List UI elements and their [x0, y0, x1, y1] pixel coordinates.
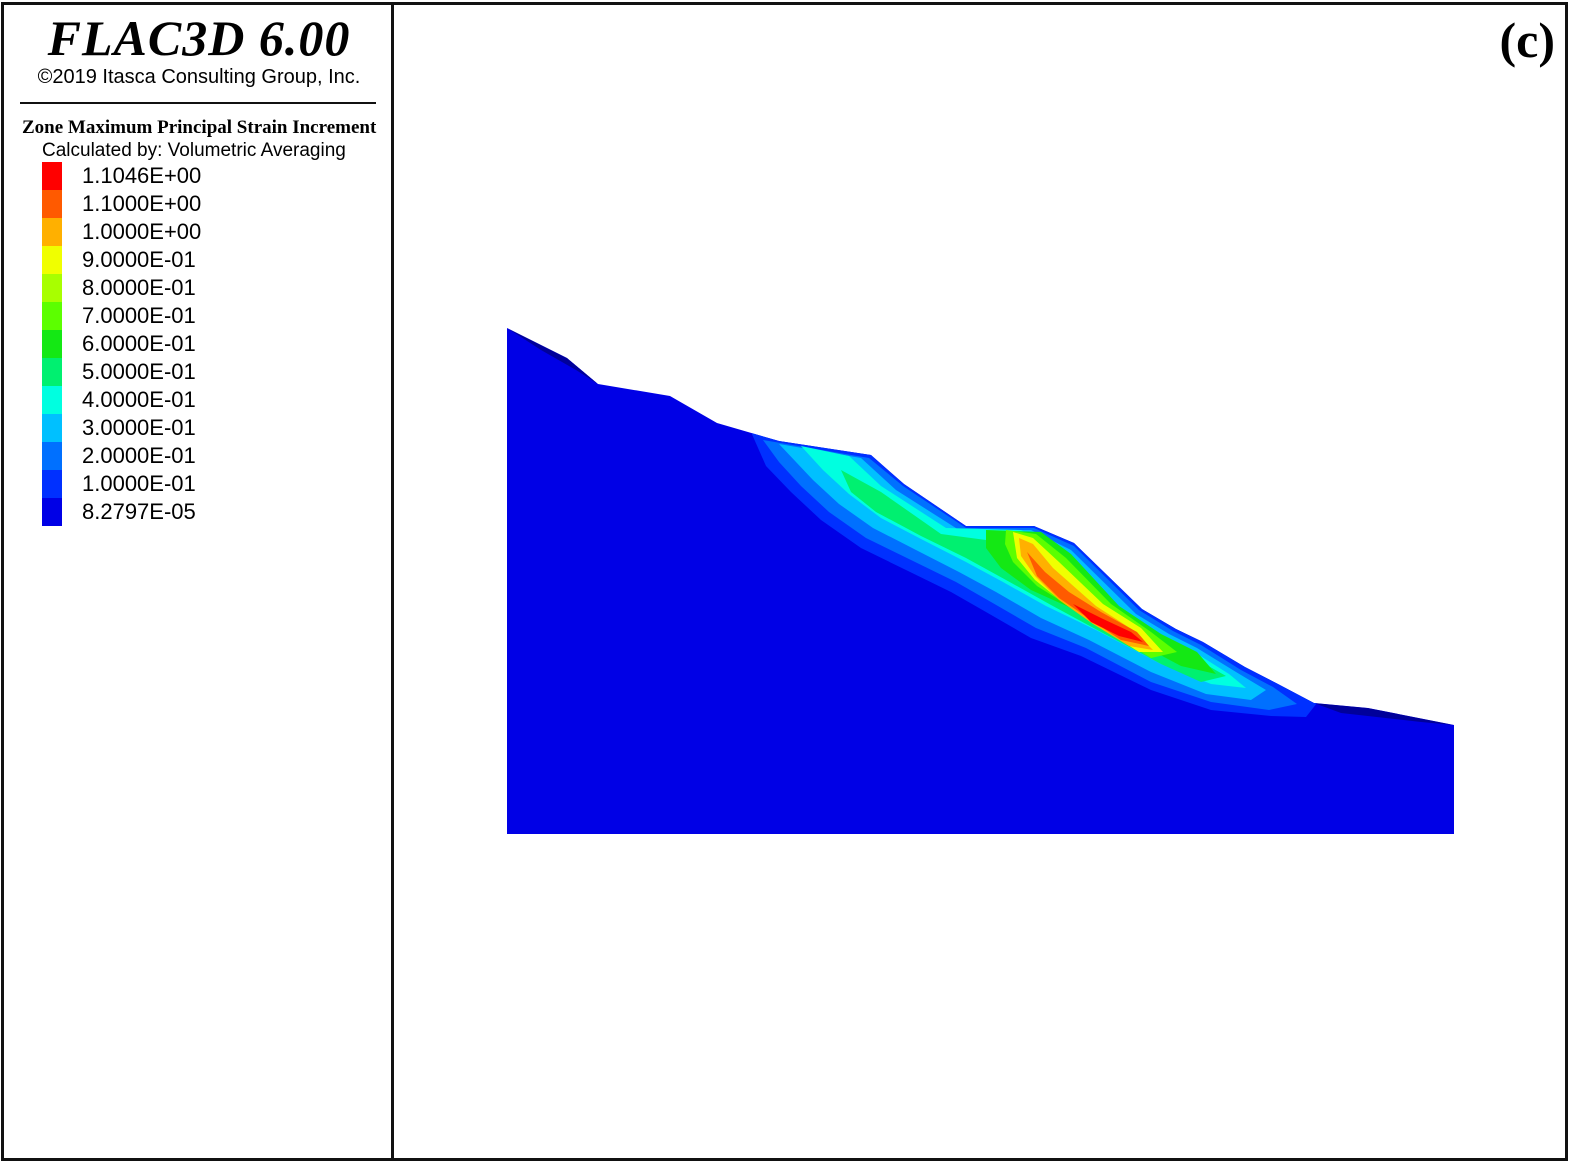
legend-value: 6.0000E-01	[82, 331, 196, 356]
legend-value: 1.1046E+00	[82, 163, 202, 188]
legend-value: 2.0000E-01	[82, 443, 196, 468]
strain-peak	[1073, 604, 1143, 642]
legend-value: 1.0000E-01	[82, 471, 196, 496]
legend-value: 7.0000E-01	[82, 303, 196, 328]
strain-band-9	[1019, 538, 1153, 650]
legend-value: 9.0000E-01	[82, 247, 196, 272]
legend-swatch	[42, 274, 62, 302]
legend-swatch	[42, 498, 62, 526]
legend-swatch	[42, 358, 62, 386]
legend-swatch	[42, 302, 62, 330]
dark-surface-band	[507, 328, 598, 384]
legend-swatch	[42, 442, 62, 470]
legend-value: 5.0000E-01	[82, 359, 196, 384]
legend-value: 1.1000E+00	[82, 191, 202, 216]
legend-swatch	[42, 218, 62, 246]
copyright-text: ©2019 Itasca Consulting Group, Inc.	[37, 66, 361, 88]
app-title: FLAC3D 6.00	[47, 10, 351, 66]
strain-band-10	[1027, 552, 1149, 646]
panel-label: (c)	[1499, 12, 1556, 68]
strain-band-8	[1013, 532, 1163, 652]
legend-swatch	[42, 414, 62, 442]
legend-swatch	[42, 190, 62, 218]
legend-heading: Zone Maximum Principal Strain Increment	[22, 117, 377, 138]
title-divider	[20, 102, 376, 104]
legend-panel: FLAC3D 6.00 ©2019 Itasca Consulting Grou…	[4, 5, 394, 1158]
legend-value: 8.2797E-05	[82, 499, 196, 524]
legend-swatch	[42, 246, 62, 274]
legend-value: 1.0000E+00	[82, 219, 202, 244]
legend-value: 8.0000E-01	[82, 275, 196, 300]
legend-value: 4.0000E-01	[82, 387, 196, 412]
legend-swatch	[42, 330, 62, 358]
legend-subheading: Calculated by: Volumetric Averaging	[42, 140, 346, 161]
legend-swatch	[42, 386, 62, 414]
dark-toe-band	[1314, 703, 1454, 725]
legend-value: 3.0000E-01	[82, 415, 196, 440]
model-view	[507, 328, 1454, 834]
legend-swatch	[42, 162, 62, 190]
legend-swatch	[42, 470, 62, 498]
